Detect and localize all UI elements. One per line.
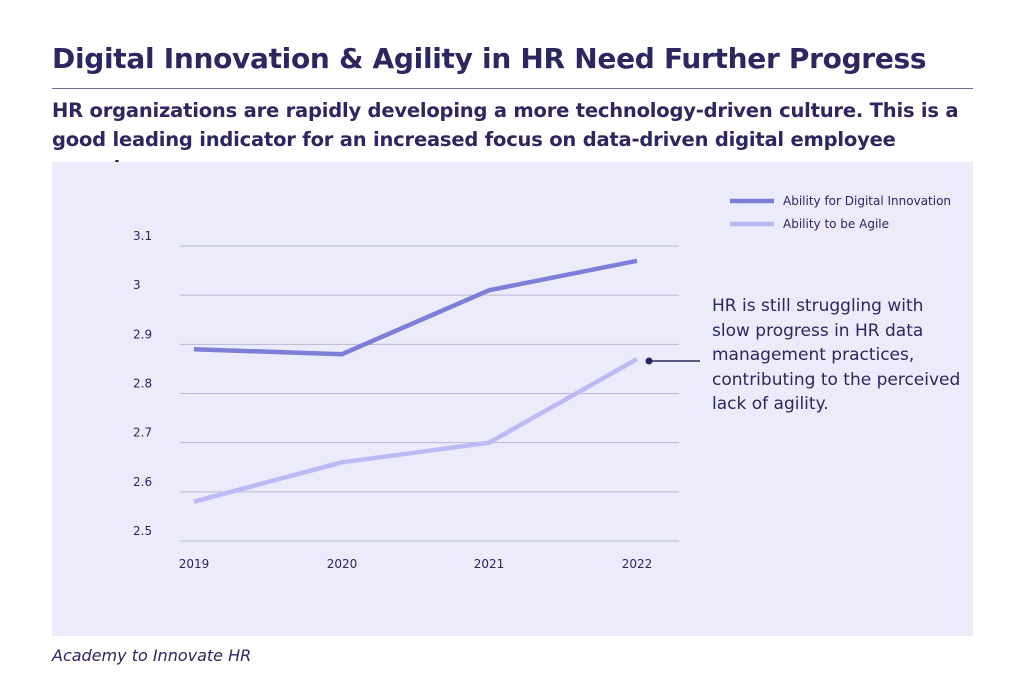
annotation-pointer — [645, 357, 700, 365]
title-divider — [52, 88, 973, 89]
chart-annotation: HR is still struggling with slow progres… — [712, 296, 961, 414]
annotation-dot — [645, 357, 653, 365]
y-axis-ticks: 2.5 2.6 2.7 2.8 2.9 3 3.1 — [133, 229, 152, 538]
y-tick-label: 3.1 — [133, 229, 152, 243]
series-line-0 — [193, 258, 638, 357]
chart-title: Digital Innovation & Agility in HR Need … — [52, 42, 927, 75]
chart-panel — [52, 162, 973, 636]
x-tick-label: 2021 — [474, 557, 505, 571]
legend-label: Ability to be Agile — [783, 217, 889, 231]
y-tick-label: 2.8 — [133, 377, 152, 391]
x-tick-label: 2019 — [179, 557, 210, 571]
gridlines — [180, 245, 679, 542]
y-tick-label: 3 — [133, 278, 141, 292]
x-axis-ticks: 2019 2020 2021 2022 — [179, 557, 653, 571]
source-label: Academy to Innovate HR — [52, 646, 252, 665]
series-line-1 — [193, 357, 639, 504]
series-lines — [193, 258, 639, 504]
y-tick-label: 2.9 — [133, 327, 152, 341]
y-tick-label: 2.7 — [133, 426, 152, 440]
legend: Ability for Digital Innovation Ability to… — [730, 194, 951, 231]
y-tick-label: 2.6 — [133, 475, 152, 489]
chart-subtitle: HR organizations are rapidly developing … — [52, 99, 959, 180]
legend-label: Ability for Digital Innovation — [783, 194, 951, 208]
x-tick-label: 2022 — [622, 557, 653, 571]
y-tick-label: 2.5 — [133, 524, 152, 538]
x-tick-label: 2020 — [327, 557, 358, 571]
